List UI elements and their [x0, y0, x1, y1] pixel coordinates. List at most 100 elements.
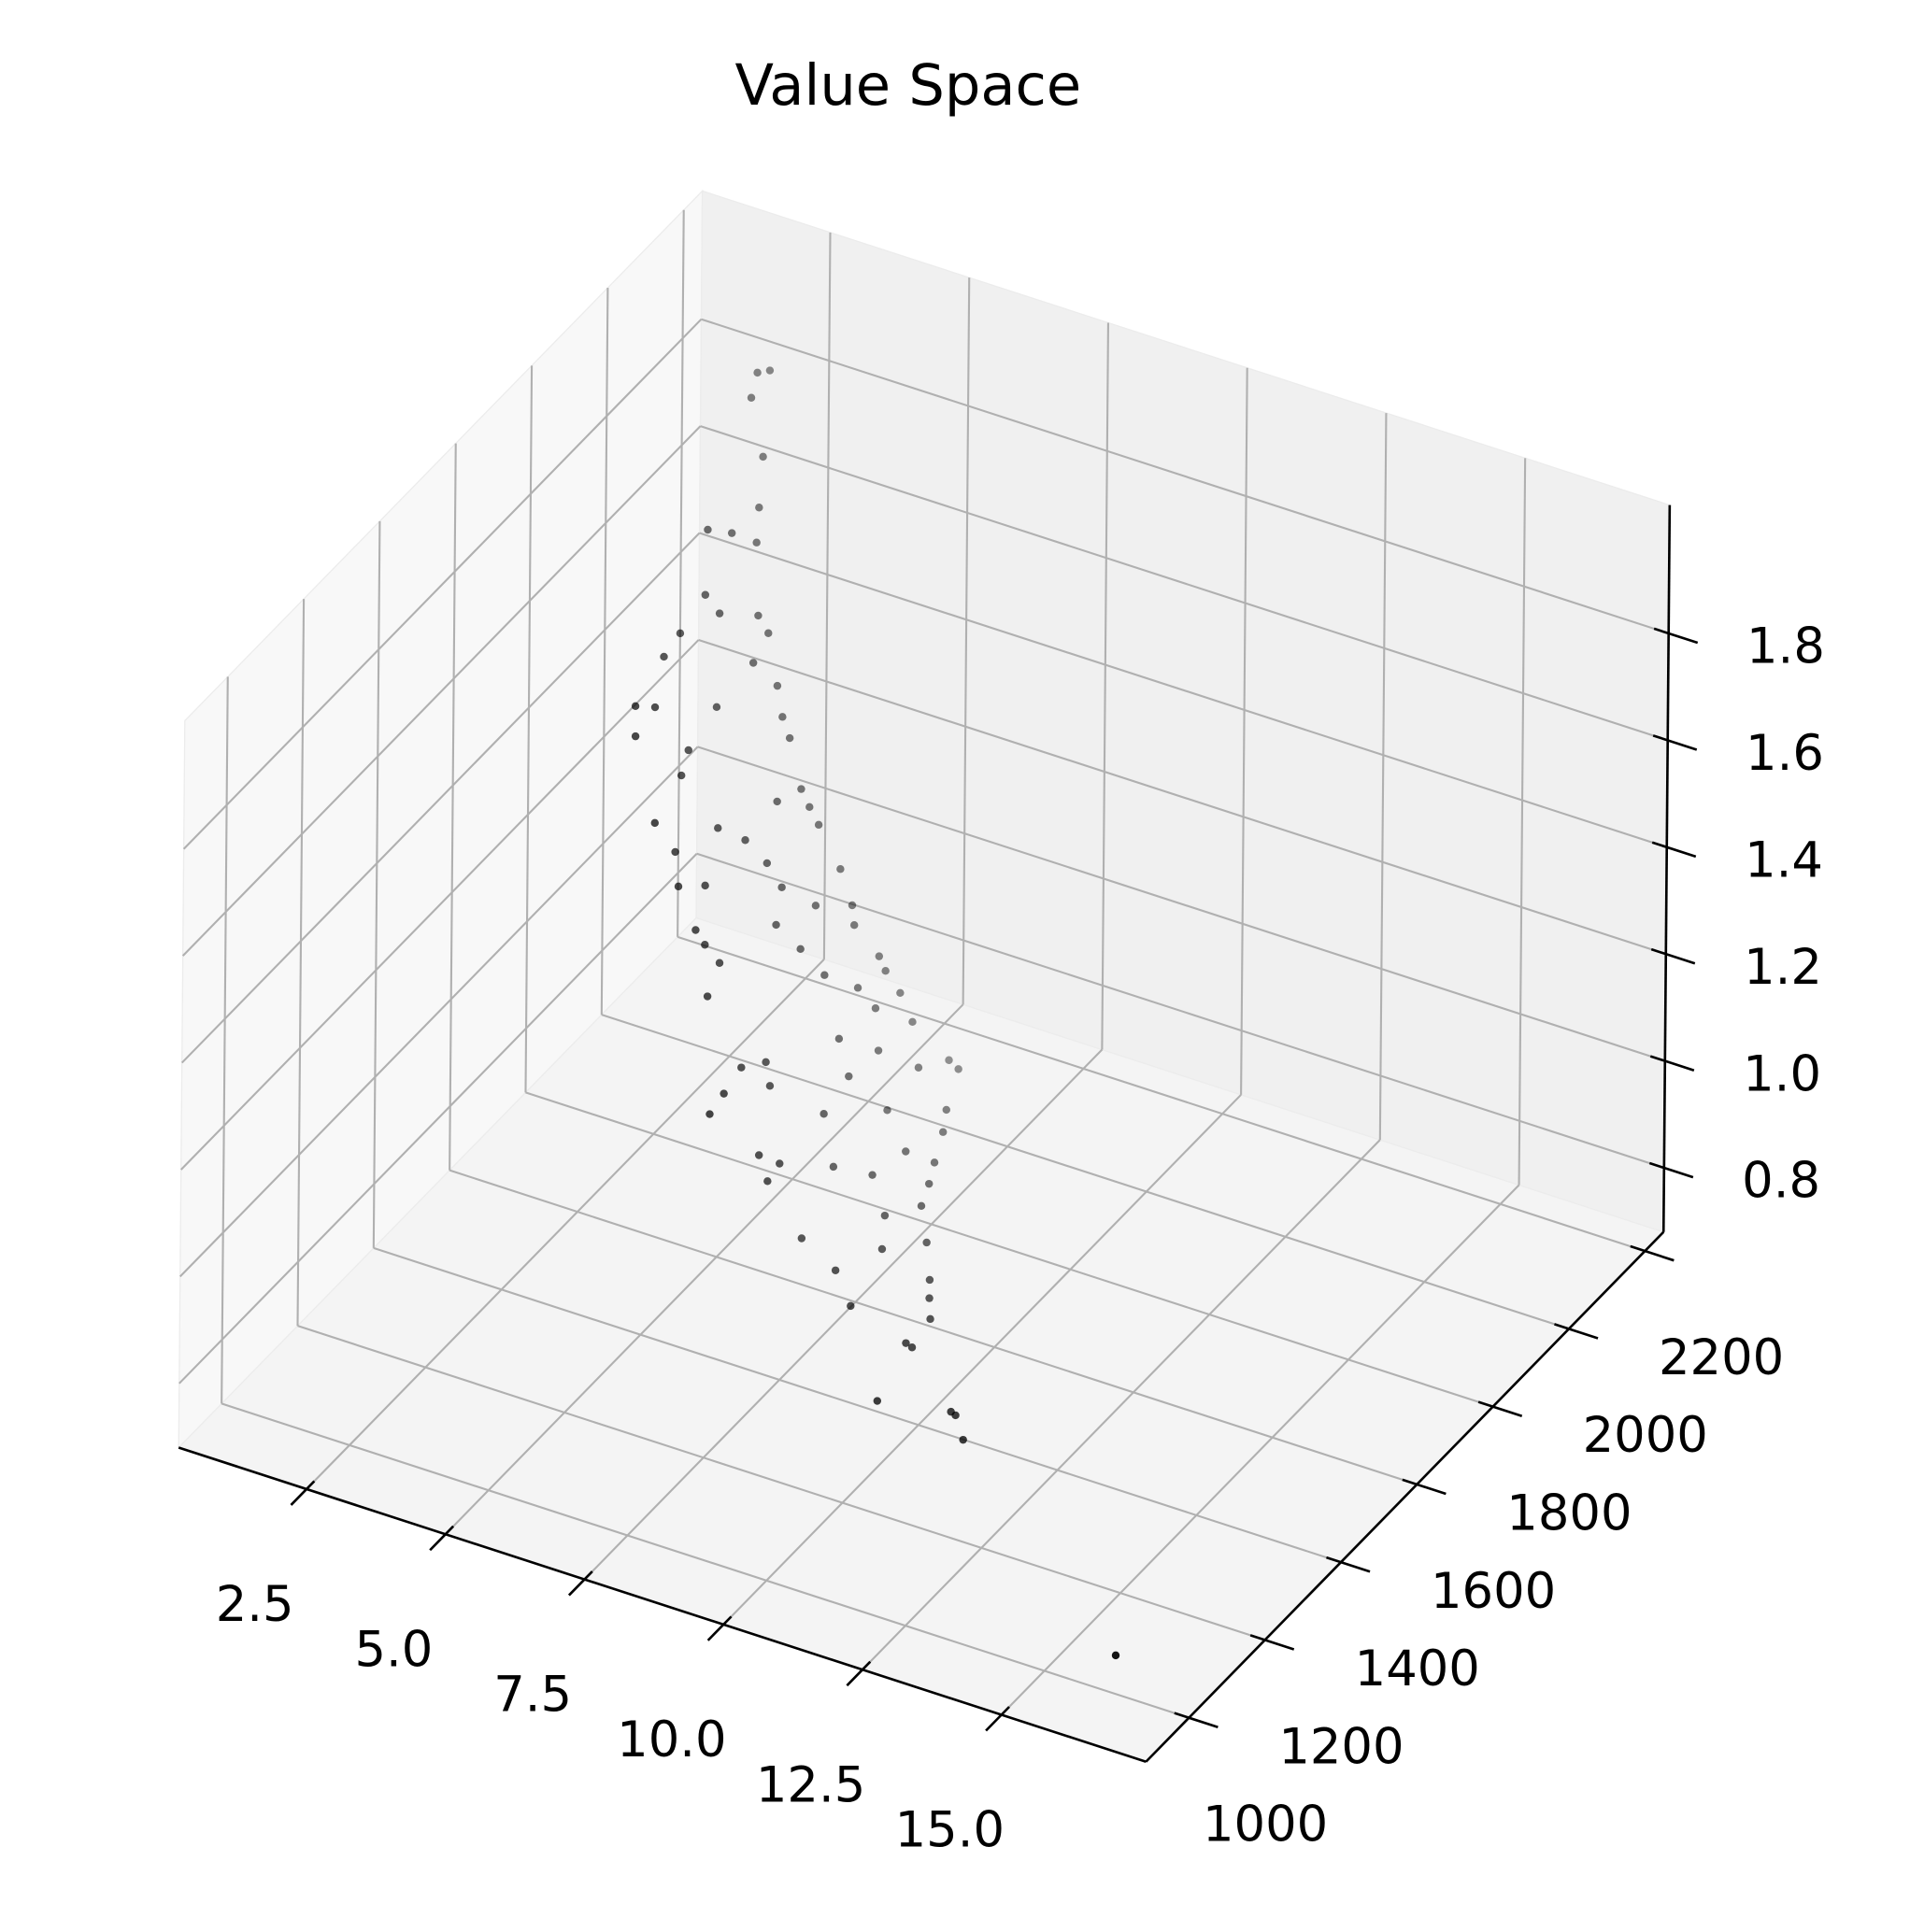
point — [631, 732, 640, 741]
point — [671, 847, 679, 857]
point — [925, 1275, 934, 1285]
plot-area: Value Space 2.5 5.0 7.5 10.0 12.5 15.0 1000 120… — [177, 53, 1825, 1859]
point — [778, 713, 787, 721]
grid-line — [449, 1169, 1418, 1485]
point — [796, 945, 805, 954]
point — [954, 1065, 962, 1073]
x-tick-label: 2.5 — [216, 1576, 294, 1633]
point — [922, 1238, 931, 1247]
z-tick — [1648, 1161, 1694, 1179]
grid-line — [701, 318, 1670, 634]
point — [701, 590, 710, 599]
point — [684, 746, 692, 755]
chart-title: Value Space — [735, 53, 1082, 119]
point — [737, 1063, 746, 1072]
grid-line — [1518, 458, 1527, 1186]
point — [845, 1072, 853, 1081]
point — [883, 1106, 891, 1115]
point — [811, 902, 820, 910]
y-tick — [1554, 1323, 1599, 1340]
point — [814, 820, 823, 830]
x-tick — [429, 1525, 455, 1552]
point — [701, 941, 709, 949]
z-tick-label: 1.4 — [1745, 831, 1823, 888]
grid-line — [1240, 367, 1248, 1095]
point — [650, 818, 660, 828]
point — [926, 1314, 934, 1324]
point — [759, 452, 767, 462]
point — [772, 920, 780, 930]
x-tick — [567, 1570, 593, 1597]
point — [660, 652, 668, 661]
grid-line — [445, 1003, 964, 1535]
point — [676, 629, 685, 638]
x-tick — [846, 1660, 872, 1687]
grid-line — [524, 365, 534, 1093]
point — [650, 703, 660, 712]
y-tick-label: 2200 — [1659, 1329, 1784, 1386]
z-tick-label: 1.8 — [1746, 618, 1825, 675]
y-tick — [1402, 1478, 1447, 1496]
point — [942, 1105, 950, 1115]
z-tick — [1653, 627, 1699, 645]
point — [797, 785, 805, 793]
y-tick — [1630, 1244, 1675, 1262]
y-tick-label: 1000 — [1203, 1797, 1328, 1854]
y-tick-label: 1800 — [1506, 1485, 1632, 1542]
point — [752, 538, 761, 547]
point — [785, 733, 794, 743]
z-tick-label: 1.0 — [1743, 1045, 1821, 1102]
point — [715, 959, 724, 967]
point — [715, 609, 724, 618]
point — [836, 864, 845, 874]
point — [902, 1147, 910, 1156]
point — [703, 992, 712, 1001]
grid-line — [525, 1091, 1493, 1408]
y-tick — [1326, 1556, 1371, 1573]
y-tick — [1174, 1712, 1219, 1729]
point — [741, 836, 749, 845]
point — [755, 504, 763, 512]
grid-line — [1000, 1184, 1520, 1716]
x-tick-label: 12.5 — [756, 1756, 865, 1813]
point — [853, 984, 862, 992]
grid-line — [1101, 322, 1110, 1050]
y-tick-label: 1200 — [1278, 1718, 1404, 1775]
grid-line — [1378, 413, 1388, 1141]
point — [924, 1179, 934, 1188]
grid-line — [449, 443, 457, 1171]
point — [849, 920, 859, 930]
point — [720, 1089, 728, 1098]
point — [748, 659, 758, 667]
point — [930, 1158, 939, 1167]
grid-line — [722, 1094, 1242, 1626]
grid-line — [698, 638, 1667, 956]
point — [753, 368, 762, 377]
grid-line — [182, 318, 703, 850]
y-axis-line — [1145, 1230, 1665, 1763]
grid-line — [221, 1402, 1190, 1719]
point — [777, 883, 786, 892]
point — [902, 1339, 910, 1347]
point — [848, 901, 857, 910]
point — [914, 1063, 923, 1072]
point — [762, 1058, 770, 1067]
point — [701, 881, 709, 890]
point — [797, 1234, 806, 1243]
grid-line — [583, 1048, 1104, 1581]
point — [773, 797, 781, 806]
x-tick — [706, 1615, 733, 1641]
grid-line — [297, 1325, 1265, 1641]
point — [847, 1301, 855, 1311]
z-tick — [1651, 841, 1697, 859]
grid-line — [862, 1139, 1381, 1670]
grid-line — [373, 1246, 1342, 1564]
x-axis-line — [178, 1446, 1147, 1763]
point — [871, 1004, 880, 1013]
grid-line — [221, 676, 229, 1404]
point — [691, 926, 700, 934]
point — [706, 1110, 714, 1118]
point — [765, 1082, 775, 1090]
